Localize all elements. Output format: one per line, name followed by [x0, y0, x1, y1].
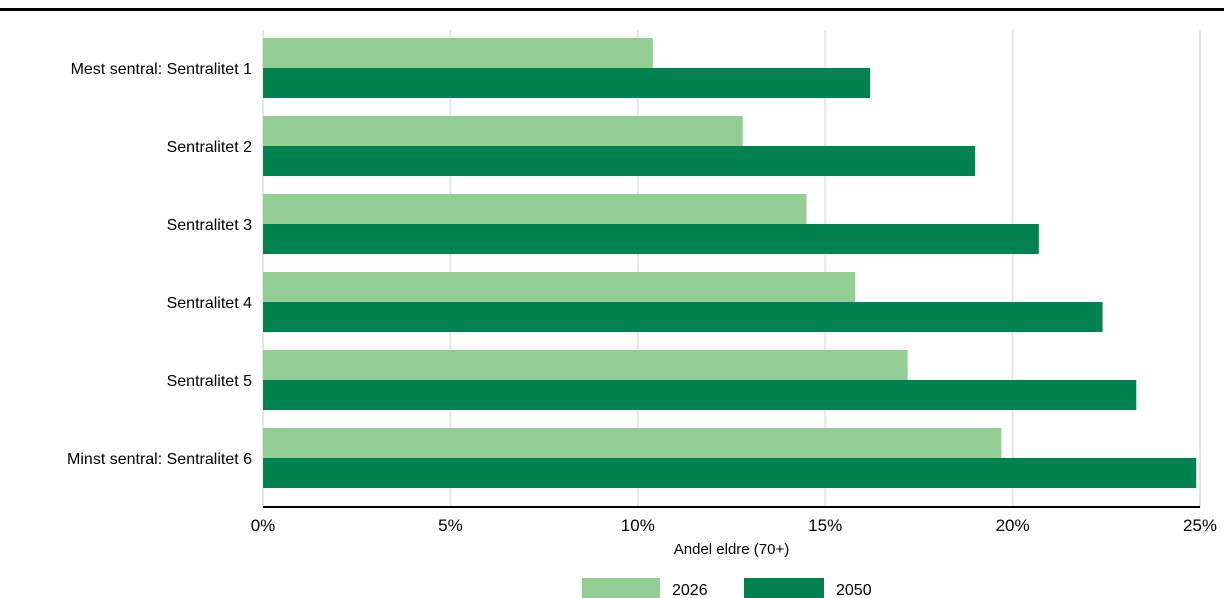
legend-swatch-2026: [582, 578, 660, 598]
bar-layer: [263, 38, 1197, 488]
x-tick-label: 15%: [808, 516, 842, 535]
legend-label-2050: 2050: [836, 582, 872, 598]
category-label: Sentralitet 2: [167, 139, 252, 156]
bar-2026-2: [263, 116, 743, 146]
y-axis-category-labels: Mest sentral: Sentralitet 1 Sentralitet 2…: [67, 61, 252, 468]
legend: 2026 2050: [582, 578, 872, 598]
x-tick-label: 10%: [621, 516, 655, 535]
x-tick-label: 25%: [1183, 516, 1217, 535]
category-label: Sentralitet 4: [167, 295, 252, 312]
header-rule: [0, 8, 1224, 11]
category-label: Sentralitet 3: [167, 217, 252, 234]
x-axis-title: Andel eldre (70+): [674, 541, 790, 558]
grid-layer: [262, 30, 1201, 507]
bar-2050-4: [263, 302, 1103, 332]
bar-2026-4: [263, 272, 856, 302]
category-label: Mest sentral: Sentralitet 1: [71, 61, 253, 78]
bar-2026-1: [263, 38, 653, 68]
category-label: Minst sentral: Sentralitet 6: [67, 451, 252, 468]
x-tick-label: 0%: [251, 516, 276, 535]
legend-swatch-2050: [744, 578, 824, 598]
legend-label-2026: 2026: [672, 582, 708, 598]
bar-2050-3: [263, 224, 1039, 254]
bar-2050-5: [263, 380, 1137, 410]
bar-2026-5: [263, 350, 908, 380]
x-tick-label: 5%: [438, 516, 463, 535]
bar-2026-6: [263, 428, 1002, 458]
x-tick-label: 20%: [996, 516, 1030, 535]
bar-2050-2: [263, 146, 976, 176]
bar-2050-1: [263, 68, 871, 98]
bar-2026-3: [263, 194, 807, 224]
bar-2050-6: [263, 458, 1197, 488]
x-axis: 0% 5% 10% 15% 20% 25% Andel eldre (70+): [251, 506, 1217, 558]
category-label: Sentralitet 5: [167, 373, 252, 390]
